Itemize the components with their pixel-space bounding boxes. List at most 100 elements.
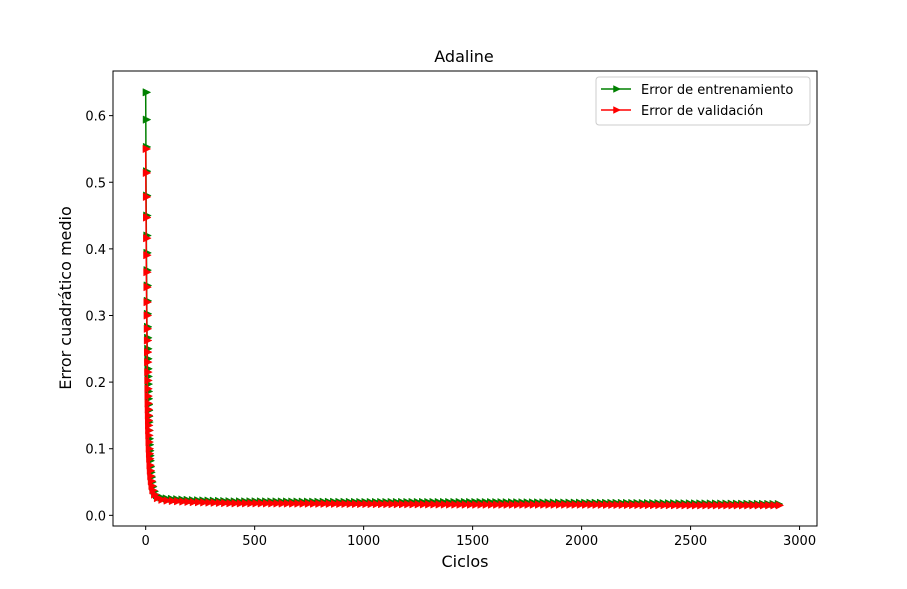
data-point [461, 500, 471, 509]
data-point [697, 501, 706, 510]
data-point [728, 501, 738, 510]
data-point [143, 234, 152, 243]
data-point [733, 501, 743, 510]
data-point [613, 500, 623, 510]
data-point [143, 298, 153, 307]
data-point [273, 499, 283, 508]
data-point [142, 88, 152, 97]
data-point [304, 499, 314, 508]
data-point [174, 497, 183, 506]
data-point [587, 500, 596, 509]
data-point [310, 499, 319, 508]
data-point [143, 283, 153, 292]
data-point [529, 500, 539, 509]
data-point [550, 500, 560, 509]
data-point [555, 500, 565, 509]
data-point [644, 500, 654, 510]
data-point [252, 499, 262, 508]
data-point [210, 498, 220, 507]
data-point [145, 431, 154, 440]
data-point [226, 499, 235, 508]
data-point [775, 501, 785, 510]
data-point [146, 454, 155, 463]
data-point [718, 501, 727, 510]
data-point [493, 500, 502, 509]
x-tick-label: 500 [242, 534, 267, 549]
data-point [639, 500, 649, 510]
data-point [440, 500, 450, 509]
data-point [472, 500, 481, 509]
data-point [145, 437, 155, 447]
data-point [409, 500, 419, 509]
data-point [671, 501, 680, 510]
x-axis-title: Ciclos [442, 552, 489, 571]
data-point [691, 501, 701, 510]
data-point [739, 501, 748, 510]
data-point [153, 493, 163, 503]
legend-marker [613, 106, 621, 114]
data-point [189, 497, 199, 507]
data-point [681, 501, 691, 510]
data-point [414, 500, 424, 509]
data-point [754, 501, 764, 510]
data-point [283, 499, 293, 508]
plot-frame [112, 70, 818, 527]
data-point [294, 499, 303, 508]
data-point [341, 499, 351, 509]
data-point [655, 501, 664, 510]
y-tick-label: 0.5 [85, 176, 106, 191]
data-point [435, 500, 445, 509]
data-point [723, 501, 732, 510]
data-point [503, 500, 513, 509]
data-point [257, 499, 267, 508]
x-tick-label: 0 [142, 534, 150, 549]
data-point [331, 499, 340, 508]
data-point [660, 501, 670, 510]
data-point [367, 499, 377, 509]
data-point [200, 498, 209, 507]
data-point [744, 501, 753, 510]
x-tick-label: 1000 [347, 534, 380, 549]
data-point [142, 192, 152, 202]
data-point [623, 500, 633, 510]
data-point [456, 500, 466, 509]
data-point [372, 499, 382, 509]
data-point [278, 499, 288, 508]
chart-title: Adaline [434, 47, 494, 66]
data-point [142, 144, 152, 154]
data-point [146, 466, 156, 475]
data-point [195, 498, 204, 507]
series-line [144, 92, 783, 505]
data-point [759, 501, 769, 510]
data-point [597, 500, 607, 509]
data-point [163, 496, 173, 505]
data-point [482, 500, 492, 509]
data-point [561, 500, 570, 509]
data-point [399, 500, 408, 509]
data-point [712, 501, 722, 510]
data-point [707, 501, 717, 510]
series-layer [142, 88, 785, 510]
data-point [545, 500, 555, 509]
data-point [665, 501, 675, 510]
data-point [263, 499, 272, 508]
data-point [143, 213, 152, 222]
y-tick-label: 0.0 [85, 509, 106, 524]
data-point [749, 501, 759, 510]
data-point [144, 367, 153, 377]
data-point [702, 501, 711, 510]
data-point [325, 499, 335, 508]
data-point [576, 500, 586, 509]
x-tick-label: 2500 [674, 534, 707, 549]
data-point [346, 499, 356, 509]
data-point [168, 496, 178, 506]
data-point [144, 357, 153, 367]
data-point [236, 499, 246, 508]
data-point [362, 499, 371, 509]
series-0 [142, 88, 784, 509]
data-point [603, 500, 612, 509]
data-point [419, 500, 429, 509]
data-point [650, 500, 659, 510]
data-point [540, 500, 549, 509]
